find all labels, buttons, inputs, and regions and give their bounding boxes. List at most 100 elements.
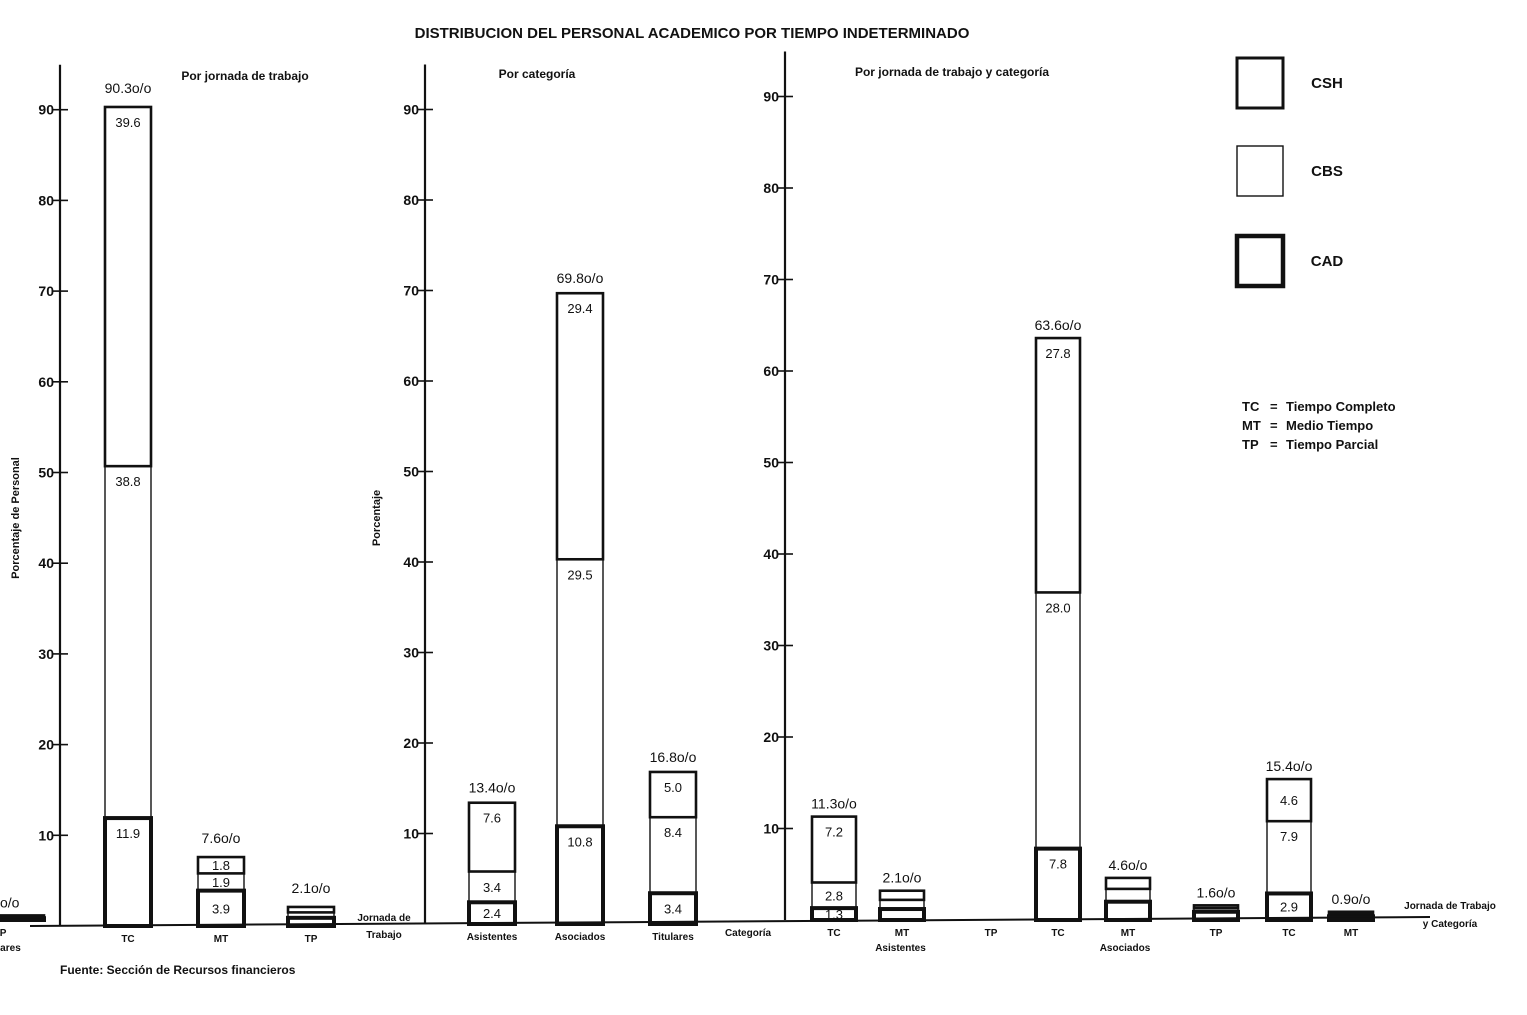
bar-segment-cbs [104,465,152,819]
y-tick-label: 80 [403,192,419,208]
bar-segment-csh [1034,336,1082,594]
panel-title: Por jornada de trabajo [181,69,308,83]
bar-segment-cad [286,915,336,928]
segment-value-label: 1.3 [825,907,843,922]
category-label: TC [827,928,840,939]
abbr-meaning: Tiempo Completo [1286,399,1396,414]
segment-value-label: 3.4 [483,880,501,895]
segment-value-label: 1.9 [212,875,230,890]
bar-total-label: 69.8o/o [557,270,604,286]
y-tick-label: 20 [38,737,54,753]
x-axis-label: Jornada de [357,913,411,924]
bar-total-label: 0.9o/o [1332,891,1371,907]
y-tick-label: 60 [763,363,779,379]
y-tick-label: 70 [763,272,779,288]
bar-segment-csh [810,815,858,884]
abbr-equals: = [1270,418,1278,433]
segment-value-label: 28.0 [1045,600,1070,615]
y-tick-label: 20 [403,735,419,751]
category-label: Asociados [555,932,606,943]
legend-label: CBS [1311,163,1343,180]
panel-title: Por categoría [499,67,576,81]
bar-segment-csh [286,905,336,914]
group-label: Asistentes [875,943,926,954]
legend-swatch-csh [1235,56,1285,110]
bar-total-label: 63.6o/o [1035,317,1082,333]
category-label: TC [1051,928,1064,939]
category-label: Titulares [652,932,694,943]
y-tick-label: 70 [403,283,419,299]
group-label: Asociados [1100,943,1151,954]
y-tick-label: 40 [763,546,779,562]
segment-value-label: 3.4 [664,902,682,917]
legend-swatch-cbs [1236,145,1284,197]
segment-value-label: 38.8 [115,474,140,489]
y-tick-label: 90 [763,89,779,105]
group-label: Titulares [0,943,21,954]
category-label: MT [895,928,909,939]
source-note: Fuente: Sección de Recursos financieros [60,963,296,977]
abbr-code: MT [1242,418,1261,433]
segment-value-label: 4.6 [1280,793,1298,808]
chart-title: DISTRIBUCION DEL PERSONAL ACADEMICO POR … [415,25,970,42]
segment-value-label: 7.2 [825,825,843,840]
y-tick-label: 60 [403,373,419,389]
y-tick-label: 20 [763,729,779,745]
chart-panels: 10 20 30 40 50 60 70 80 90 Por jornada de trabajo… [0,51,1496,954]
x-axis-label: y Categoría [1423,919,1478,930]
y-tick-label: 80 [763,180,779,196]
y-axis-label: Porcentaje de Personal [10,457,22,579]
bar-segment-csh [878,889,926,902]
segment-value-label: 7.8 [1049,857,1067,872]
category-label: TP [0,928,7,939]
y-tick-label: 50 [403,464,419,480]
bar-segment-csh [0,914,46,919]
bar-segment-csh [555,291,605,561]
segment-value-label: 1.8 [212,858,230,873]
y-axis-label: Porcentaje [371,490,383,546]
panel-title: Por jornada de trabajo y categoría [855,65,1049,79]
abbr-meaning: Medio Tiempo [1286,418,1373,433]
bar-segment-cad [1104,899,1152,923]
bar-segment-csh [467,801,517,873]
y-tick-label: 60 [38,374,54,390]
y-tick-label: 30 [403,645,419,661]
bar-segment-csh [1327,910,1375,915]
segment-value-label: 2.4 [483,906,501,921]
segment-value-label: 3.9 [212,901,230,916]
segment-value-label: 27.8 [1045,346,1070,361]
abbr-equals: = [1270,437,1278,452]
y-tick-label: 30 [38,646,54,662]
bar-total-label: 2.1o/o [883,870,922,886]
x-axis-label: Categoría [725,928,772,939]
bar-segment-csh [1265,777,1313,823]
category-label: TC [121,934,134,945]
bar-total-label: 13.4o/o [469,780,516,796]
segment-value-label: 8.4 [664,825,682,840]
bar-total-label: 2.1o/o [292,880,331,896]
segment-value-label: 29.5 [567,567,592,582]
segment-value-label: 10.8 [567,834,592,849]
x-axis-label: Jornada de Trabajo [1404,901,1496,912]
bar-total-label: 90.3o/o [105,80,152,96]
bar-segment-cad [878,907,926,923]
y-tick-label: 50 [38,465,54,481]
bar-segment-csh [1104,876,1152,891]
bar-segment-cbs [556,558,604,827]
y-tick-label: 40 [403,554,419,570]
bar-segment-cbs [1035,591,1081,850]
category-label: TP [985,928,998,939]
y-tick-label: 30 [763,638,779,654]
y-tick-label: 10 [763,821,779,837]
legend: CSH CBS CAD TC = Tiempo Completo MT = Medio Tiem… [1234,56,1396,452]
bar-total-label: 0.5o/o [0,894,20,910]
bar-segment-csh [103,105,153,468]
bar-segment-csh [196,855,246,875]
segment-value-label: 29.4 [567,301,592,316]
segment-value-label: 39.6 [115,115,140,130]
bar-total-label: 15.4o/o [1266,758,1313,774]
bar-segment-csh [648,770,698,819]
abbr-equals: = [1270,399,1278,414]
abbr-code: TP [1242,437,1259,452]
y-tick-label: 90 [38,102,54,118]
